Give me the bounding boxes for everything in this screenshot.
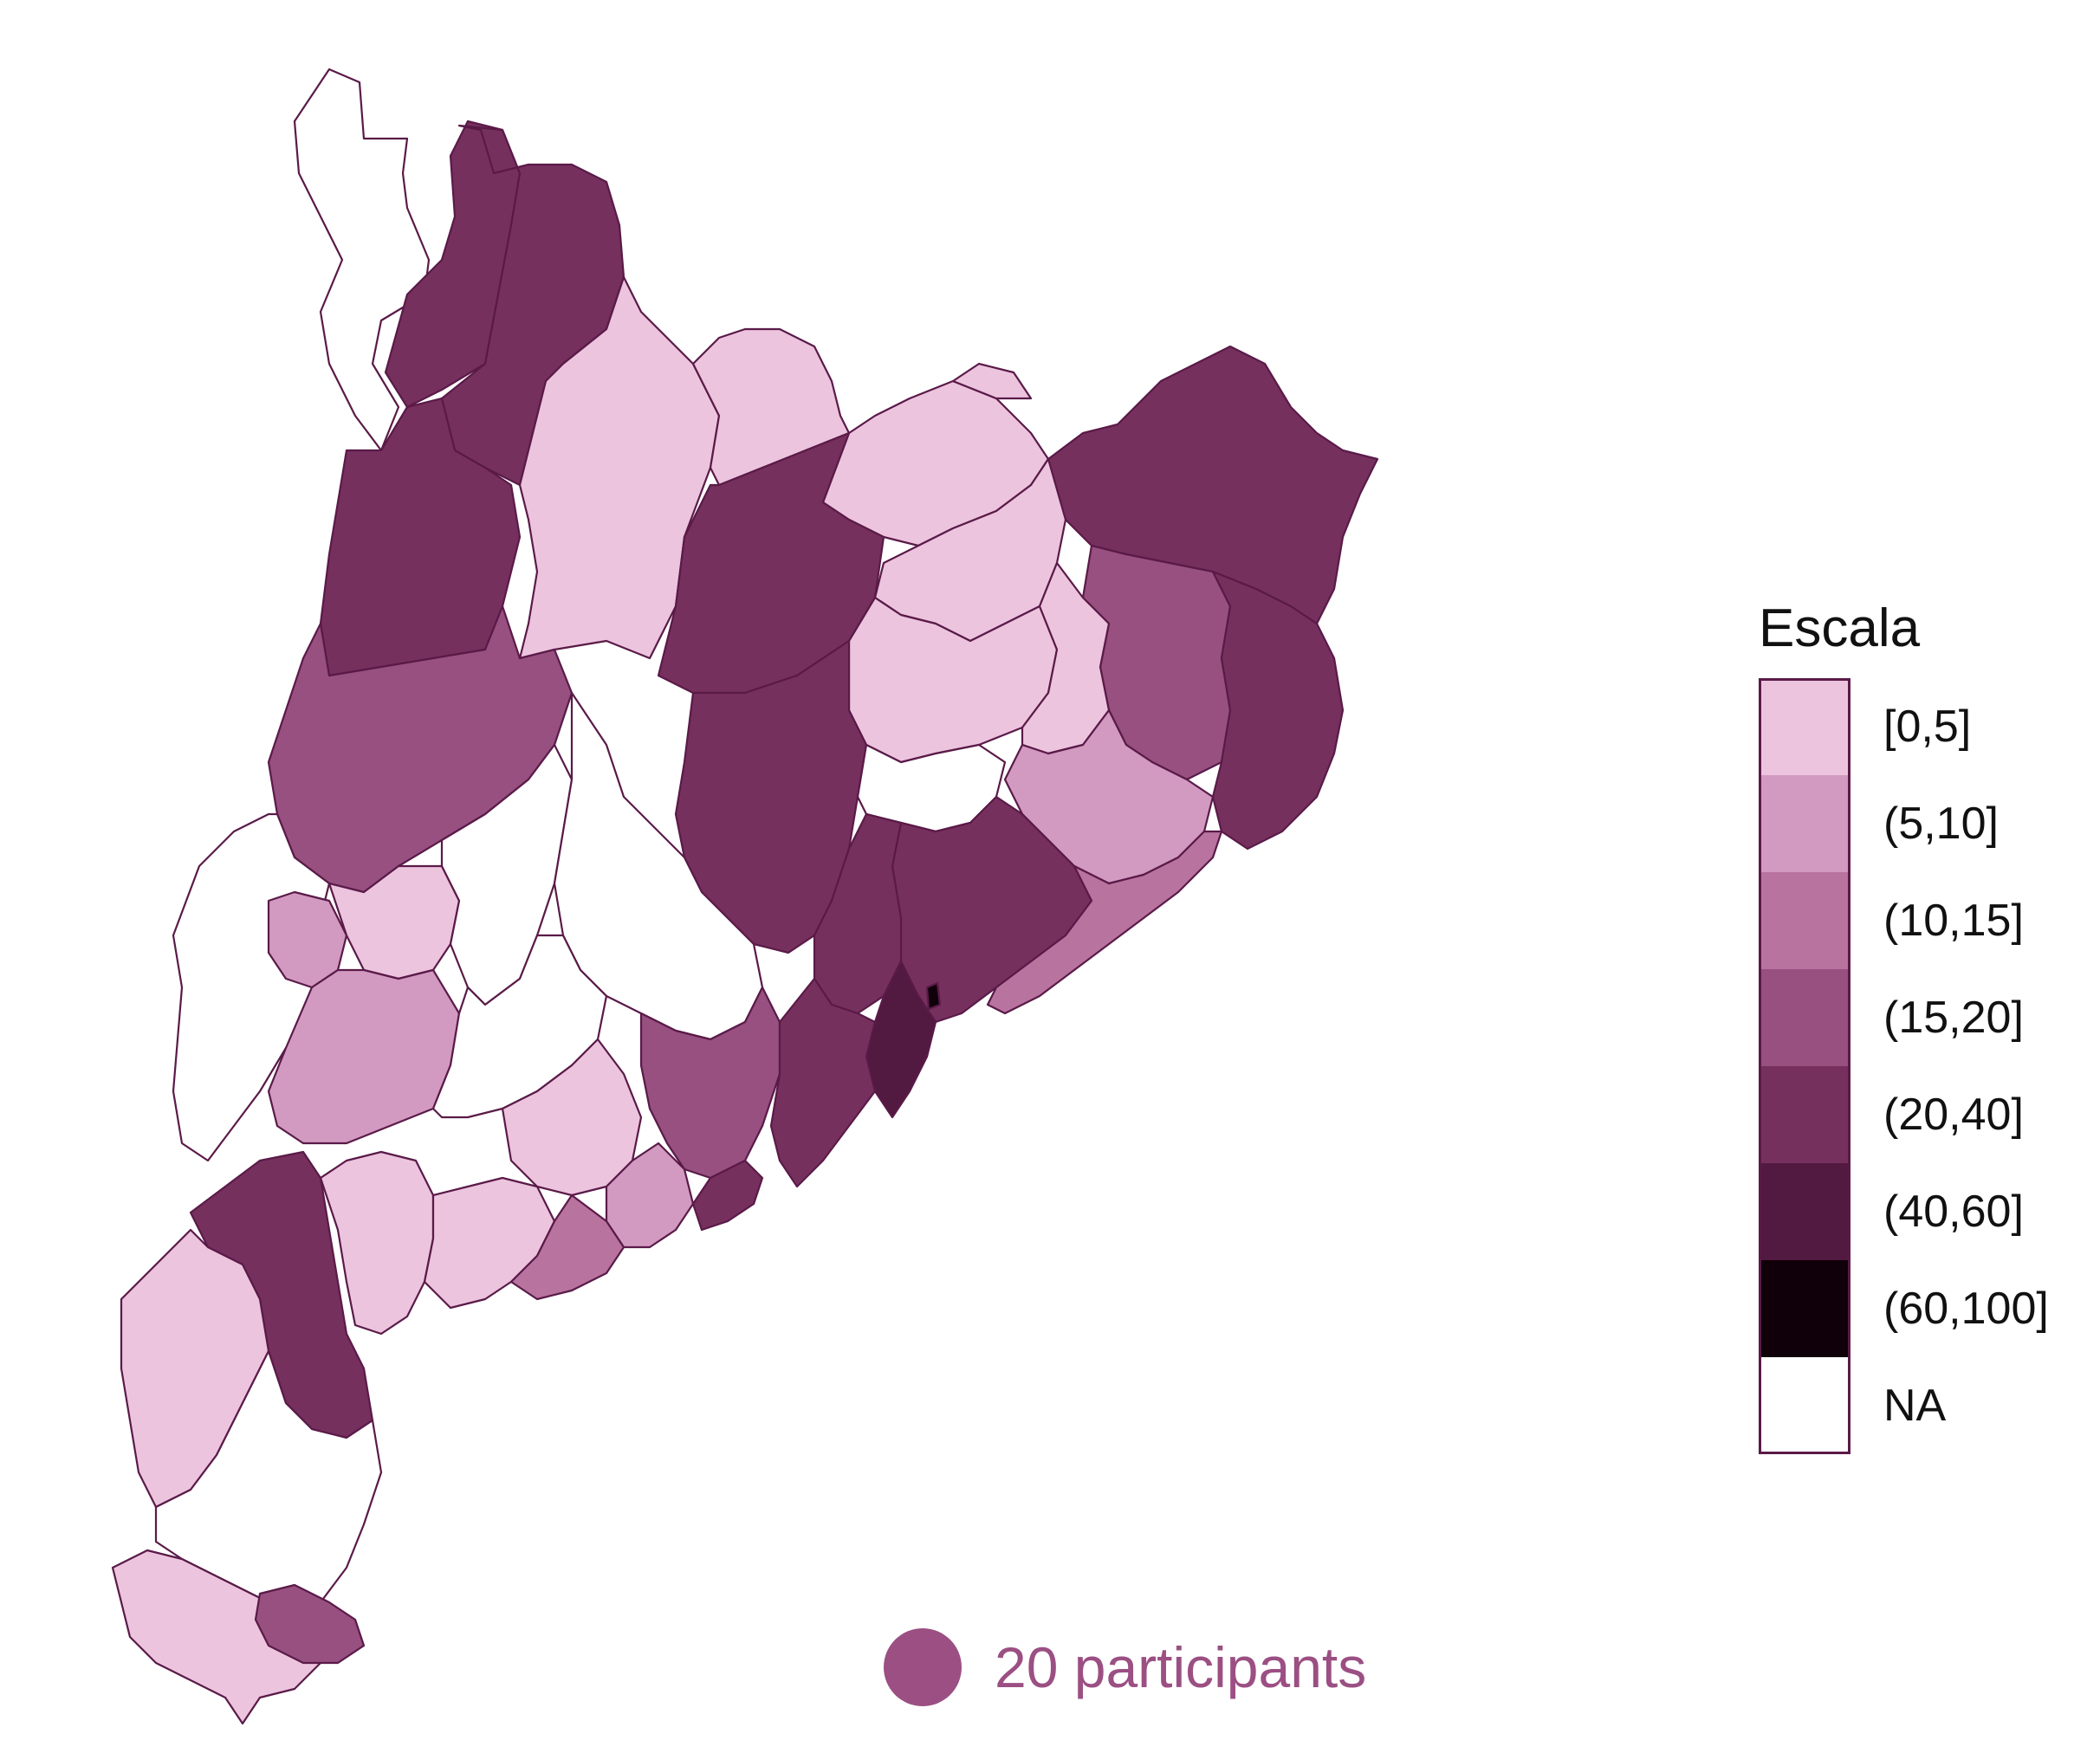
legend-label: (5,10] — [1883, 799, 1999, 849]
legend-label: (60,100] — [1883, 1284, 2049, 1334]
legend-swatch — [1759, 1357, 1850, 1454]
legend-row: (60,100] — [1759, 1260, 2088, 1357]
legend-swatch — [1759, 872, 1850, 969]
legend-row: (20,40] — [1759, 1066, 2088, 1163]
legend-label: (10,15] — [1883, 896, 2024, 946]
size-legend-dot — [884, 1628, 962, 1706]
region-small-vo[interactable] — [925, 981, 942, 1011]
legend-row: (15,20] — [1759, 969, 2088, 1066]
region-barcelones[interactable] — [865, 960, 937, 1119]
legend-label: NA — [1883, 1381, 1947, 1431]
legend-title: Escala — [1759, 598, 1921, 658]
legend-items: [0,5] (5,10] (10,15] (15,20] (20,40] (40,60] (… — [1759, 678, 2088, 1454]
legend-swatch — [1759, 1163, 1850, 1260]
region-montsia-south[interactable] — [254, 1583, 366, 1665]
region-tarragones[interactable] — [509, 1193, 625, 1301]
legend-label: (15,20] — [1883, 993, 2024, 1043]
legend-row: (10,15] — [1759, 872, 2088, 969]
size-legend-label: 20 participants — [995, 1635, 1367, 1699]
legend-swatch — [1759, 969, 1850, 1066]
region-montsia[interactable] — [111, 1549, 322, 1725]
size-legend: 20 participants — [884, 1628, 1366, 1706]
region-maresme[interactable] — [986, 830, 1223, 1015]
legend-swatch — [1759, 1260, 1850, 1357]
legend-row: (40,60] — [1759, 1163, 2088, 1260]
legend-label: [0,5] — [1883, 702, 1972, 752]
region-val-d-aran[interactable] — [293, 68, 431, 452]
legend-row: [0,5] — [1759, 678, 2088, 775]
region-cerdanya[interactable] — [691, 327, 851, 487]
legend-swatch — [1759, 678, 1850, 775]
region-baix-llobregat[interactable] — [769, 977, 877, 1188]
legend-row: NA — [1759, 1357, 2088, 1454]
region-lluçanes[interactable] — [951, 362, 1033, 400]
legend-label: (20,40] — [1883, 1090, 2024, 1140]
region-baix-emporda[interactable] — [1211, 570, 1345, 851]
region-alt-penedes[interactable] — [639, 986, 781, 1180]
legend-swatch — [1759, 775, 1850, 872]
legend-label: (40,60] — [1883, 1187, 2024, 1237]
region-garraf[interactable] — [691, 1159, 764, 1232]
legend-row: (5,10] — [1759, 775, 2088, 872]
map-legend: Escala [0,5] (5,10] (10,15] (15,20] (20,40] (… — [1759, 598, 2088, 1454]
region-alt-camp[interactable] — [501, 1038, 643, 1197]
legend-swatch — [1759, 1066, 1850, 1163]
